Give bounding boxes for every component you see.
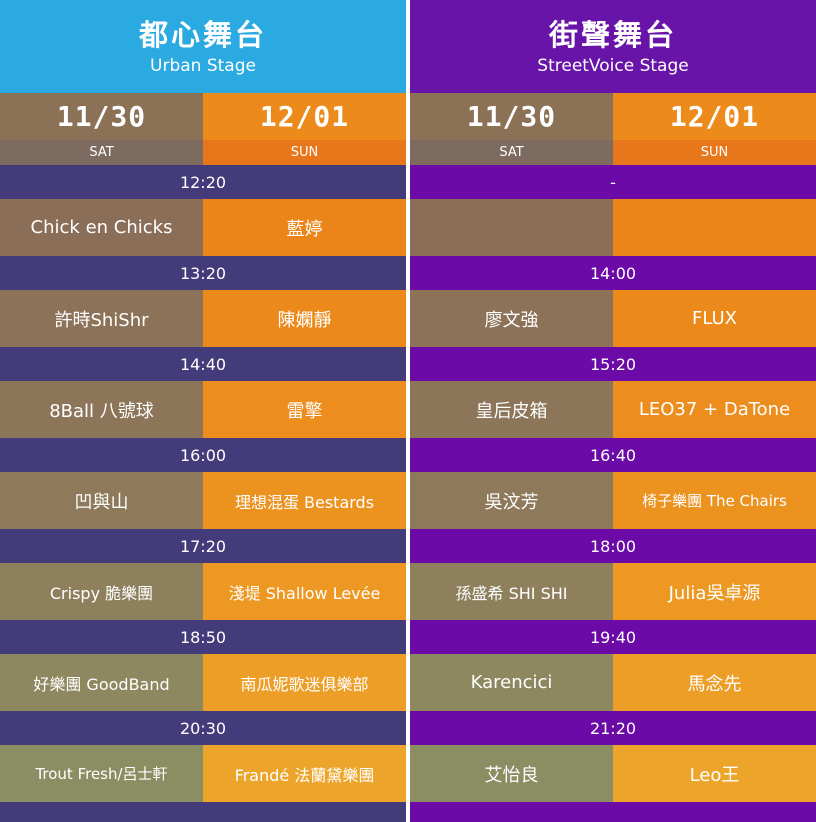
- urban-act-row: Crispy 脆樂團 淺堤 Shallow Levée: [0, 563, 406, 620]
- streetvoice-act-sat: [410, 199, 613, 256]
- streetvoice-act-sun: FLUX: [613, 290, 816, 347]
- urban-act-row: Chick en Chicks 藍婷: [0, 199, 406, 256]
- urban-act-sat: 凹與山: [0, 472, 203, 529]
- urban-date-row: 11/30 12/01: [0, 93, 406, 140]
- streetvoice-act-row: Karencici 馬念先: [410, 654, 816, 711]
- urban-time-slot: 13:20: [0, 256, 406, 290]
- urban-act-sun: 南瓜妮歌迷俱樂部: [203, 654, 406, 711]
- urban-act-row: 許時ShiShr 陳嫻靜: [0, 290, 406, 347]
- streetvoice-act-row: 孫盛希 SHI SHI Julia吳卓源: [410, 563, 816, 620]
- streetvoice-act-row: 皇后皮箱 LEO37 + DaTone: [410, 381, 816, 438]
- urban-act-row: 好樂團 GoodBand 南瓜妮歌迷俱樂部: [0, 654, 406, 711]
- urban-act-sun: 陳嫻靜: [203, 290, 406, 347]
- streetvoice-act-row: 廖文強 FLUX: [410, 290, 816, 347]
- streetvoice-act-sun: Julia吳卓源: [613, 563, 816, 620]
- streetvoice-day-sat: SAT: [410, 140, 613, 165]
- streetvoice-date-sat: 11/30: [410, 93, 613, 140]
- streetvoice-time-slot: 21:20: [410, 711, 816, 745]
- streetvoice-act-sat: Karencici: [410, 654, 613, 711]
- streetvoice-act-sun: LEO37 + DaTone: [613, 381, 816, 438]
- streetvoice-day-sun: SUN: [613, 140, 816, 165]
- streetvoice-stage-column: 街聲舞台 StreetVoice Stage 11/30 12/01 SAT S…: [410, 0, 816, 822]
- streetvoice-act-sat: 吳汶芳: [410, 472, 613, 529]
- urban-act-sun: Frandé 法蘭黛樂團: [203, 745, 406, 802]
- streetvoice-weekday-row: SAT SUN: [410, 140, 816, 165]
- streetvoice-stage-title: 街聲舞台: [548, 17, 677, 52]
- streetvoice-act-row: 艾怡良 Leo王: [410, 745, 816, 802]
- urban-time-slot: 20:30: [0, 711, 406, 745]
- streetvoice-time-slot: -: [410, 165, 816, 199]
- urban-time-slot: 16:00: [0, 438, 406, 472]
- urban-date-sun: 12/01: [203, 93, 406, 140]
- urban-act-sun: 藍婷: [203, 199, 406, 256]
- urban-act-sat: 8Ball 八號球: [0, 381, 203, 438]
- urban-act-sun: 雷擎: [203, 381, 406, 438]
- streetvoice-act-row: [410, 199, 816, 256]
- urban-act-sat: Trout Fresh/呂士軒: [0, 745, 203, 802]
- urban-act-sun: 淺堤 Shallow Levée: [203, 563, 406, 620]
- urban-time-slot: 14:40: [0, 347, 406, 381]
- urban-date-sat: 11/30: [0, 93, 203, 140]
- urban-stage-column: 都心舞台 Urban Stage 11/30 12/01 SAT SUN 12:…: [0, 0, 406, 822]
- streetvoice-act-sat: 皇后皮箱: [410, 381, 613, 438]
- streetvoice-act-sun: 椅子樂團 The Chairs: [613, 472, 816, 529]
- urban-stage-header: 都心舞台 Urban Stage: [0, 0, 406, 93]
- streetvoice-act-sat: 孫盛希 SHI SHI: [410, 563, 613, 620]
- streetvoice-act-row: 吳汶芳 椅子樂團 The Chairs: [410, 472, 816, 529]
- urban-day-sat: SAT: [0, 140, 203, 165]
- streetvoice-act-sun: [613, 199, 816, 256]
- streetvoice-time-slot: 16:40: [410, 438, 816, 472]
- streetvoice-stage-subtitle: StreetVoice Stage: [537, 55, 689, 76]
- urban-stage-title: 都心舞台: [138, 17, 267, 52]
- urban-time-slot: 17:20: [0, 529, 406, 563]
- streetvoice-act-sun: Leo王: [613, 745, 816, 802]
- streetvoice-tail-band: [410, 802, 816, 822]
- streetvoice-time-slot: 19:40: [410, 620, 816, 654]
- urban-weekday-row: SAT SUN: [0, 140, 406, 165]
- urban-act-sun: 理想混蛋 Bestards: [203, 472, 406, 529]
- urban-tail-band: [0, 802, 406, 822]
- streetvoice-act-sat: 艾怡良: [410, 745, 613, 802]
- urban-act-sat: Chick en Chicks: [0, 199, 203, 256]
- streetvoice-stage-header: 街聲舞台 StreetVoice Stage: [410, 0, 816, 93]
- streetvoice-act-sun: 馬念先: [613, 654, 816, 711]
- streetvoice-time-slot: 14:00: [410, 256, 816, 290]
- urban-act-sat: Crispy 脆樂團: [0, 563, 203, 620]
- urban-day-sun: SUN: [203, 140, 406, 165]
- streetvoice-date-sun: 12/01: [613, 93, 816, 140]
- urban-time-slot: 18:50: [0, 620, 406, 654]
- streetvoice-act-sat: 廖文強: [410, 290, 613, 347]
- urban-act-sat: 好樂團 GoodBand: [0, 654, 203, 711]
- streetvoice-time-slot: 15:20: [410, 347, 816, 381]
- urban-act-row: Trout Fresh/呂士軒 Frandé 法蘭黛樂團: [0, 745, 406, 802]
- urban-time-slot: 12:20: [0, 165, 406, 199]
- urban-act-sat: 許時ShiShr: [0, 290, 203, 347]
- urban-stage-subtitle: Urban Stage: [150, 55, 256, 76]
- urban-act-row: 凹與山 理想混蛋 Bestards: [0, 472, 406, 529]
- streetvoice-date-row: 11/30 12/01: [410, 93, 816, 140]
- urban-act-row: 8Ball 八號球 雷擎: [0, 381, 406, 438]
- streetvoice-time-slot: 18:00: [410, 529, 816, 563]
